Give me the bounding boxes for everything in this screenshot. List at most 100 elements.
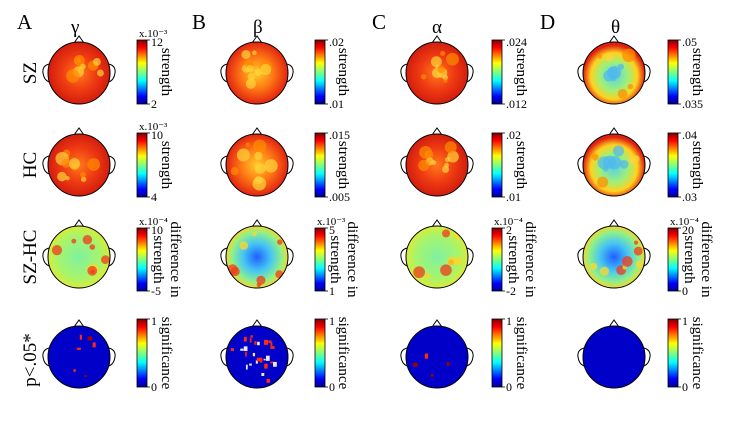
colorbar (491, 39, 505, 105)
panel-letter: B (192, 10, 206, 34)
left-ear-outline (577, 347, 585, 367)
panel-letter: D (540, 10, 555, 34)
head-topomap (220, 127, 294, 197)
significant-electrode (243, 346, 248, 351)
nose-outline (431, 35, 443, 44)
right-ear-outline (466, 247, 474, 267)
head-outline (582, 325, 646, 389)
colorbar-min-label: .005 (329, 190, 350, 204)
strength-blob (430, 56, 442, 68)
colorbar-min-label: -5 (151, 284, 161, 298)
difference-blob (82, 235, 93, 245)
significant-electrode (430, 373, 434, 377)
colorbar-title: strength (681, 235, 697, 284)
colorbar-gradient (491, 132, 503, 198)
difference-blob (89, 244, 96, 250)
strength-blob (254, 151, 263, 160)
nose-outline (608, 35, 620, 44)
colorbar-min-label: 1 (329, 284, 335, 298)
colorbar (667, 318, 681, 388)
strength-blob (419, 146, 433, 159)
right-ear-outline (643, 347, 651, 367)
strength-blob (96, 69, 104, 77)
left-ear-outline (577, 63, 585, 83)
colorbar-gradient (667, 227, 679, 292)
colorbar-title: strength (513, 141, 529, 190)
significant-electrode (270, 342, 273, 347)
colorbar (314, 39, 328, 105)
head-outline (225, 225, 289, 289)
right-ear-outline (466, 347, 474, 367)
head-topomap (42, 35, 116, 105)
colorbar-title: strength (513, 48, 529, 97)
colorbar-title: difference in (522, 222, 538, 298)
nose-outline (73, 127, 85, 136)
significant-electrode (446, 361, 450, 366)
colorbar-min-label: 2 (151, 97, 157, 111)
right-ear-outline (286, 155, 294, 175)
row-label: SZ (20, 62, 41, 84)
difference-blob (621, 256, 633, 267)
significant-electrode (263, 358, 266, 361)
colorbar (136, 39, 150, 105)
colorbar-min-label: 0 (151, 380, 157, 394)
colorbar-max-label: 2 (506, 223, 512, 237)
difference-blob (633, 240, 639, 245)
strength-blob (617, 63, 625, 70)
colorbar-title: strength (689, 141, 705, 190)
head-outline (47, 41, 111, 105)
colorbar-max-label: .04 (682, 128, 697, 142)
significant-electrode (266, 378, 270, 383)
colorbar-min-label: 0 (329, 380, 335, 394)
strength-blob (591, 153, 599, 161)
head-outline (225, 133, 289, 197)
strength-blob (80, 63, 86, 70)
band-symbol: α (432, 17, 442, 38)
strength-blob (247, 72, 256, 81)
colorbar-title: strength (158, 48, 174, 97)
significant-electrode (249, 363, 252, 366)
significant-electrode (259, 357, 263, 363)
colorbar (314, 132, 328, 198)
colorbar-min-label: 0 (682, 380, 688, 394)
row-label: SZ-HC (20, 230, 41, 285)
colorbar-gradient (491, 39, 503, 105)
left-ear-outline (220, 247, 228, 267)
colorbar (136, 132, 150, 198)
nose-outline (73, 219, 85, 228)
colorbar-gradient (136, 39, 148, 105)
colorbar-gradient (136, 132, 148, 198)
strength-blob (604, 52, 614, 62)
colorbar-gradient (491, 227, 503, 292)
colorbar (491, 318, 505, 388)
strength-blob (622, 48, 636, 63)
colorbar-gradient (314, 227, 326, 292)
head-outline (405, 225, 469, 289)
difference-blob (447, 256, 457, 266)
significant-electrode (264, 363, 268, 369)
colorbar (667, 132, 681, 198)
strength-blob (57, 171, 67, 182)
difference-blob (440, 264, 452, 276)
head-topomap (42, 127, 116, 197)
strength-blob (81, 176, 87, 182)
colorbar-title: difference in (344, 222, 360, 298)
difference-blob (275, 270, 284, 279)
strength-blob (80, 171, 86, 178)
nose-outline (251, 127, 263, 136)
strength-blob (617, 89, 628, 99)
colorbar-min-label: .01 (329, 97, 344, 111)
strength-blob (87, 158, 101, 171)
right-ear-outline (286, 347, 294, 367)
left-ear-outline (220, 63, 228, 83)
head-topomap (577, 319, 651, 389)
colorbar-max-label: .02 (506, 128, 521, 142)
significant-electrode (424, 353, 429, 359)
strength-blob (73, 54, 85, 66)
left-ear-outline (42, 155, 50, 175)
left-ear-outline (577, 247, 585, 267)
left-ear-outline (400, 63, 408, 83)
strength-blob (437, 65, 445, 74)
colorbar-min-label: .01 (506, 190, 521, 204)
right-ear-outline (286, 63, 294, 83)
